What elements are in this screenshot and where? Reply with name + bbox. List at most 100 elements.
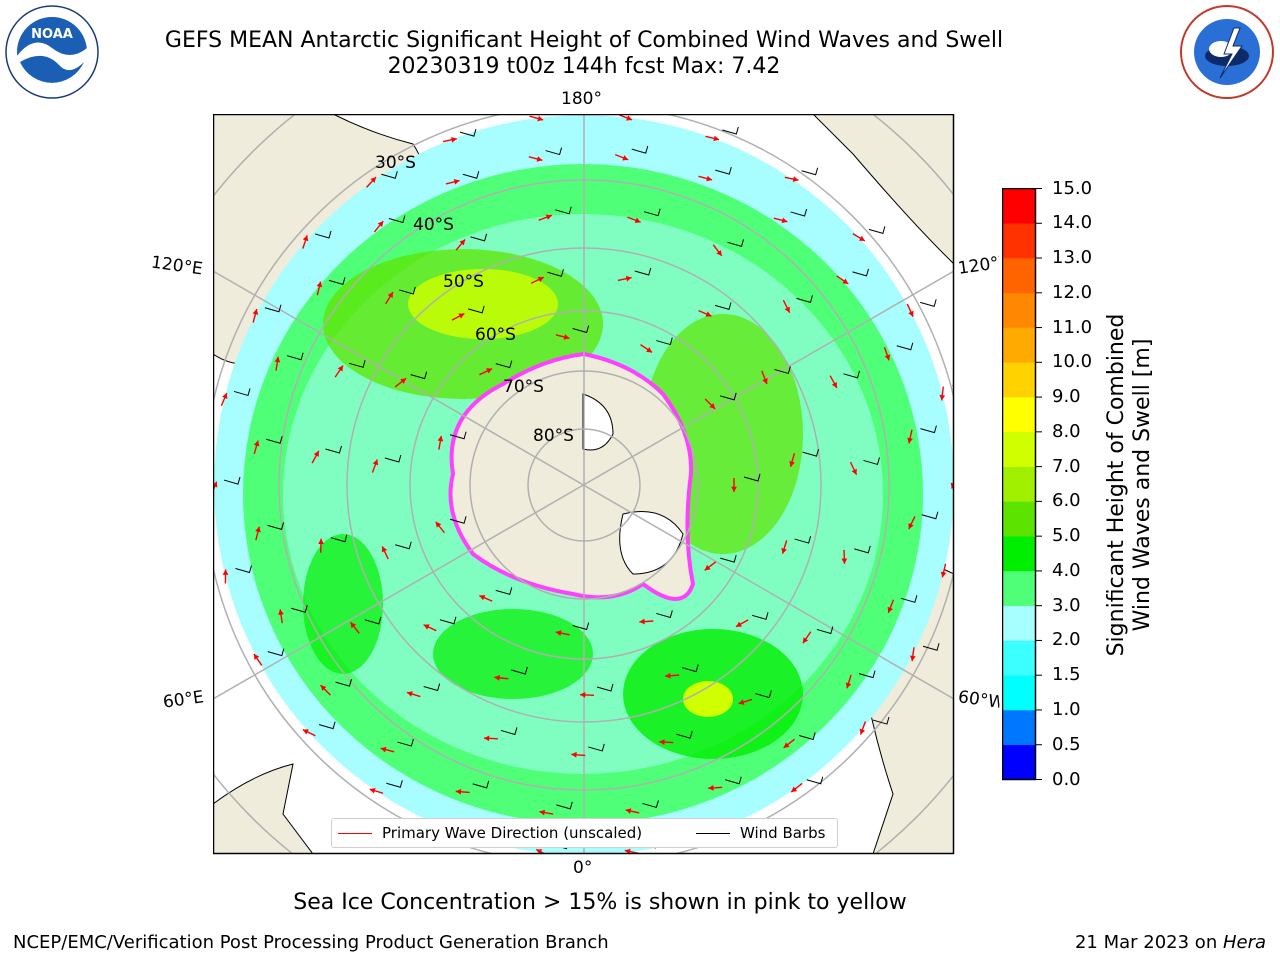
wind-barb — [266, 436, 283, 444]
colorbar-label: Significant Height of Combined Wind Wave… — [1104, 313, 1155, 657]
wind-barb — [720, 392, 737, 401]
lon-label-60e: 60°E — [161, 687, 206, 713]
wind-barb — [495, 587, 513, 595]
wave-arrow-head — [842, 278, 849, 284]
wave-arrow-head — [939, 394, 946, 401]
noaa-logo-icon: NOAA — [5, 5, 99, 99]
wave-arrow-head — [665, 672, 671, 679]
wind-barb — [872, 716, 890, 725]
wave-arrow-head — [253, 440, 260, 447]
colorbar-tick-label: 7.0 — [1052, 455, 1081, 477]
colorbar-segment — [1002, 188, 1036, 224]
wave-arrow-head — [625, 808, 632, 814]
colorbar-tick-label: 12.0 — [1052, 281, 1093, 303]
wind-barb — [410, 371, 428, 380]
polar-map: 30°S 40°S 50°S 60°S 70°S 80°S — [213, 114, 955, 855]
wave-arrow-head — [887, 606, 893, 613]
wind-barb — [774, 366, 791, 375]
wave-direction-arrows — [213, 114, 954, 854]
wave-arrow-head — [634, 217, 641, 223]
lat-label: 40°S — [413, 215, 454, 235]
colorbar-tick-label: 0.0 — [1052, 768, 1081, 790]
wave-arrow-head — [453, 179, 460, 185]
wind-barb — [459, 129, 477, 137]
wind-barb — [790, 208, 808, 217]
wave-arrow-head — [537, 115, 544, 122]
wind-barb — [843, 370, 860, 379]
colorbar-tick-label: 15.0 — [1052, 177, 1093, 199]
wave-arrow-head — [222, 569, 229, 575]
wave-arrow-head — [784, 306, 790, 313]
wave-arrow-head — [646, 347, 653, 353]
wind-barb — [868, 226, 886, 234]
footer-left: NCEP/EMC/Verification Post Processing Pr… — [13, 932, 609, 953]
wind-barb — [381, 171, 398, 179]
wind-barb — [572, 622, 590, 631]
wind-barb — [643, 208, 661, 217]
wave-arrow-head — [479, 595, 486, 601]
wind-barb — [634, 267, 652, 276]
wave-arrow-head — [302, 729, 309, 735]
wind-barb — [388, 215, 406, 224]
wave-arrow-head — [255, 526, 261, 533]
wave-arrow-head — [222, 392, 228, 399]
wave-arrow-head — [789, 460, 795, 467]
wave-arrow-head — [437, 435, 444, 442]
colorbar-segment — [1002, 640, 1036, 676]
wave-arrow-head — [738, 699, 745, 705]
lon-label-120e: 120°E — [149, 252, 204, 280]
wave-arrow-head — [781, 217, 788, 224]
wind-barb — [439, 616, 457, 625]
wave-arrow-head — [381, 546, 388, 553]
colorbar-segment — [1002, 223, 1036, 259]
wave-arrow-head — [762, 378, 768, 384]
noaa-logo-text: NOAA — [31, 27, 73, 42]
colorbar-segment — [1002, 466, 1036, 502]
wind-barb — [801, 167, 819, 176]
wave-arrow-head — [791, 786, 798, 793]
wave-arrow-head — [555, 630, 562, 636]
wave-arrow-head — [406, 691, 413, 697]
colorbar-tick-label: 1.0 — [1052, 698, 1081, 720]
wind-barb — [920, 425, 937, 434]
wind-barb — [500, 727, 518, 736]
wind-barb — [395, 541, 412, 550]
wind-barb — [900, 595, 918, 603]
black-line-icon — [696, 833, 730, 834]
wave-arrow-head — [639, 618, 645, 625]
colorbar-tick-label: 14.0 — [1052, 212, 1093, 234]
wave-arrow-head — [907, 437, 913, 444]
colorbar-segment — [1002, 709, 1036, 746]
footer-right: 21 Mar 2023 on Hera — [1074, 932, 1266, 953]
wind-barb — [511, 666, 528, 675]
wind-barb — [743, 473, 761, 482]
wind-barb — [223, 476, 241, 485]
wind-barb — [235, 565, 252, 574]
wave-arrow-head — [709, 403, 716, 409]
colorbar-tick-label: 4.0 — [1052, 559, 1081, 581]
wave-arrow-head — [536, 849, 543, 854]
wind-barb — [348, 360, 366, 368]
lon-label-0: 0° — [573, 858, 593, 878]
wave-arrow-head — [858, 235, 865, 241]
wind-barb — [468, 305, 485, 314]
wind-barb — [858, 670, 876, 679]
lat-label: 70°S — [503, 377, 544, 397]
wave-arrow-head — [494, 674, 500, 681]
wind-barb — [547, 269, 564, 277]
colorbar-tick-label: 6.0 — [1052, 490, 1081, 512]
wave-arrow-head — [831, 381, 837, 388]
wind-barb — [681, 664, 699, 673]
colorbar-segment — [1002, 292, 1036, 328]
colorbar-tick-label: 8.0 — [1052, 420, 1081, 442]
wind-barb — [720, 554, 737, 563]
wind-barb — [642, 800, 659, 809]
wind-barb — [386, 780, 403, 788]
wave-arrow-head — [579, 692, 586, 698]
colorbar-tick-label: 1.5 — [1052, 664, 1081, 686]
wave-arrow-head — [451, 136, 457, 143]
colorbar — [1002, 188, 1042, 781]
wave-arrow-head — [253, 653, 260, 660]
wind-barb — [472, 780, 490, 789]
wind-barb — [449, 431, 467, 440]
